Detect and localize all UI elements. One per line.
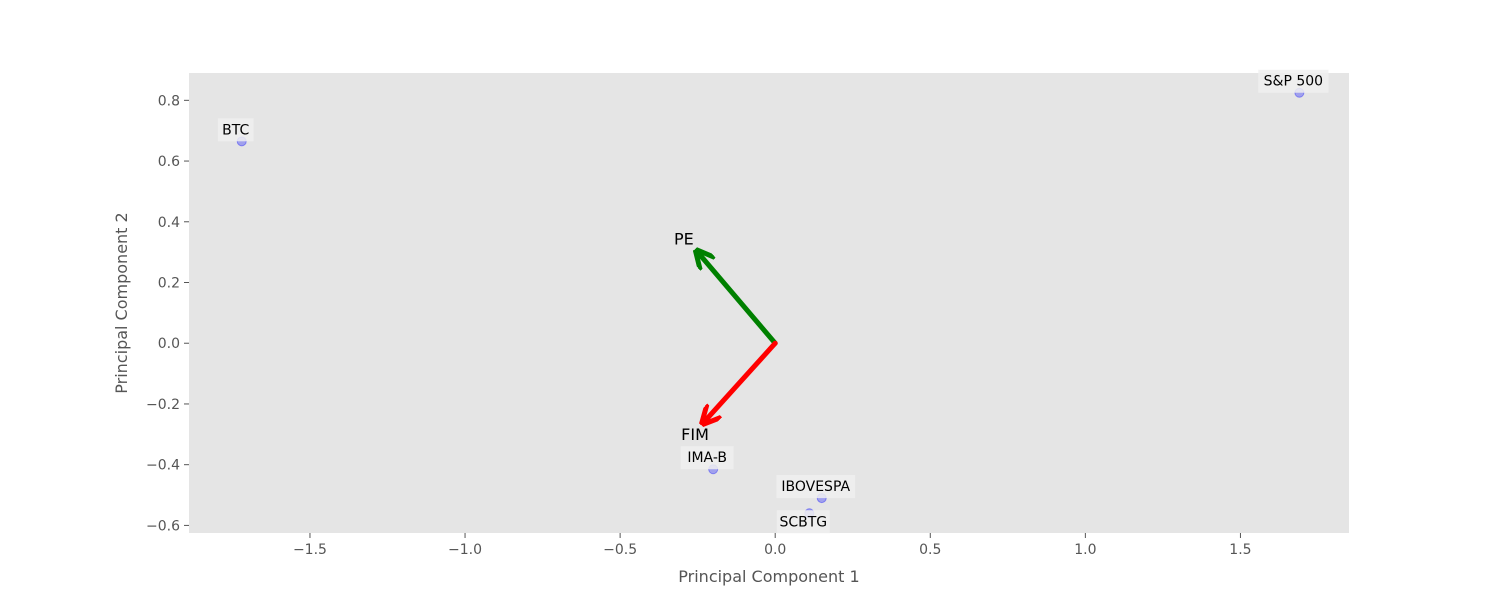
vector-label: FIM [681, 425, 709, 444]
point-label: IMA-B [687, 450, 727, 466]
x-tick-label: 1.5 [1229, 542, 1251, 558]
y-axis-label: Principal Component 2 [112, 212, 131, 393]
x-tick-label: −1.5 [293, 542, 327, 558]
plot-area [189, 73, 1349, 533]
point-label: S&P 500 [1264, 74, 1323, 90]
y-tick-label: −0.6 [146, 518, 180, 534]
data-points: BTC S&P 500 IMA-B IBOVESPA SCBTG [217, 69, 1329, 534]
x-axis-label: Principal Component 1 [678, 567, 859, 586]
vector-fim [704, 340, 778, 422]
y-tick-label: 0.0 [158, 336, 180, 352]
y-tick-label: −0.2 [146, 397, 180, 413]
point-label: SCBTG [779, 514, 827, 530]
loading-vectors: PE FIM [674, 229, 778, 444]
point-label-box [776, 475, 856, 499]
x-tick-label: −1.0 [448, 542, 482, 558]
x-tick-label: 0.0 [764, 542, 786, 558]
x-tick-label: 0.5 [919, 542, 941, 558]
point-label-box [217, 118, 254, 142]
vector-label: PE [674, 229, 694, 248]
y-axis: 0.8 0.6 0.4 0.2 0.0 −0.2 −0.4 −0.6 [146, 93, 189, 534]
y-tick-label: 0.4 [158, 215, 180, 231]
x-axis: −1.5 −1.0 −0.5 0.0 0.5 1.0 1.5 [293, 533, 1252, 558]
point-label-box [776, 510, 830, 534]
vector-pe [698, 252, 778, 346]
x-tick-label: 1.0 [1074, 542, 1096, 558]
point-label: BTC [222, 122, 249, 138]
y-tick-label: 0.6 [158, 154, 180, 170]
y-tick-label: 0.2 [158, 276, 180, 292]
point-label-box [1258, 69, 1329, 93]
y-tick-label: 0.8 [158, 93, 180, 109]
point-label: IBOVESPA [781, 479, 850, 495]
x-tick-label: −0.5 [603, 542, 637, 558]
y-tick-label: −0.4 [146, 458, 180, 474]
point-label-box [680, 446, 734, 470]
